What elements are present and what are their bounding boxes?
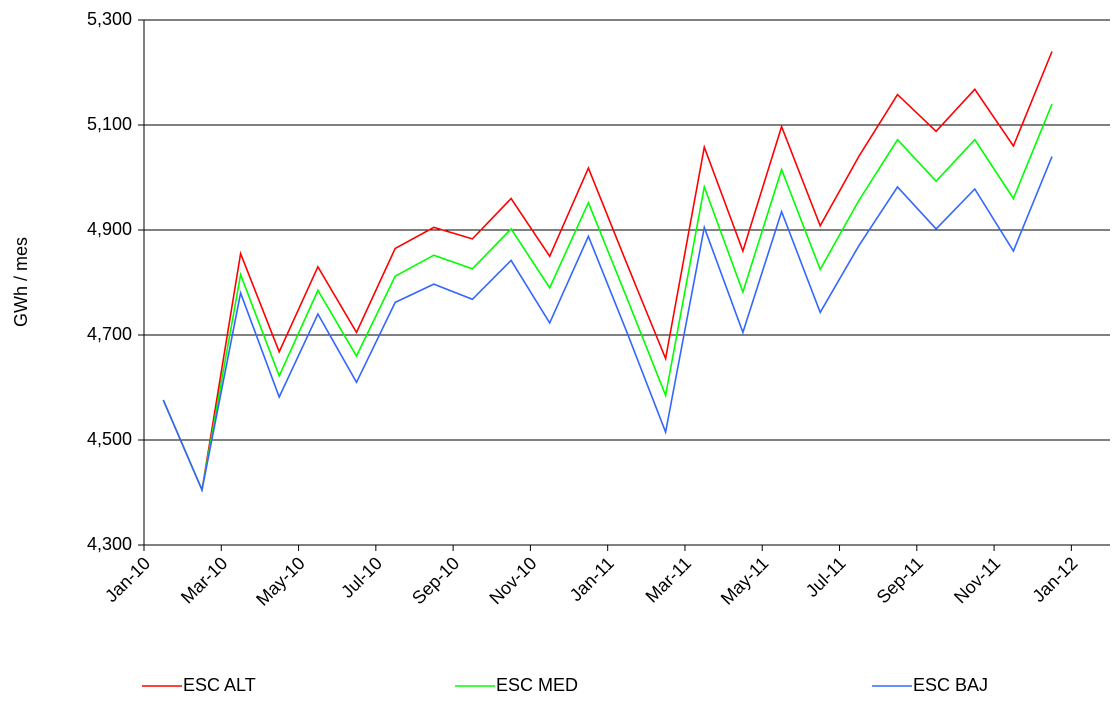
legend-label: ESC MED [496, 675, 578, 695]
series-line [162, 156, 1053, 493]
legend-label: ESC BAJ [913, 675, 988, 695]
x-tick-label: Mar-11 [642, 553, 696, 607]
x-tick-label: Mar-10 [177, 553, 231, 607]
x-tick-label: Nov-11 [950, 553, 1004, 607]
x-tick-label: Jul-10 [337, 553, 386, 602]
x-tick-label: May-11 [717, 553, 773, 609]
y-tick-label: 5,100 [87, 114, 132, 134]
y-tick-label: 5,300 [87, 9, 132, 29]
legend-label: ESC ALT [183, 675, 256, 695]
x-tick-label: Sep-11 [873, 553, 927, 607]
y-tick-label: 4,900 [87, 219, 132, 239]
series-line [162, 103, 1053, 493]
y-axis-label: GWh / mes [11, 237, 31, 327]
x-tick-label: Jan-10 [101, 553, 154, 606]
y-tick-label: 4,300 [87, 534, 132, 554]
series-line [162, 51, 1053, 493]
x-tick-label: Sep-10 [408, 553, 463, 608]
x-tick-label: May-10 [252, 553, 309, 610]
x-tick-label: Jan-12 [1028, 553, 1081, 606]
y-tick-label: 4,700 [87, 324, 132, 344]
x-tick-label: Nov-10 [485, 553, 540, 608]
y-tick-label: 4,500 [87, 429, 132, 449]
x-tick-label: Jul-11 [802, 553, 850, 601]
x-tick-label: Jan-11 [566, 553, 618, 605]
